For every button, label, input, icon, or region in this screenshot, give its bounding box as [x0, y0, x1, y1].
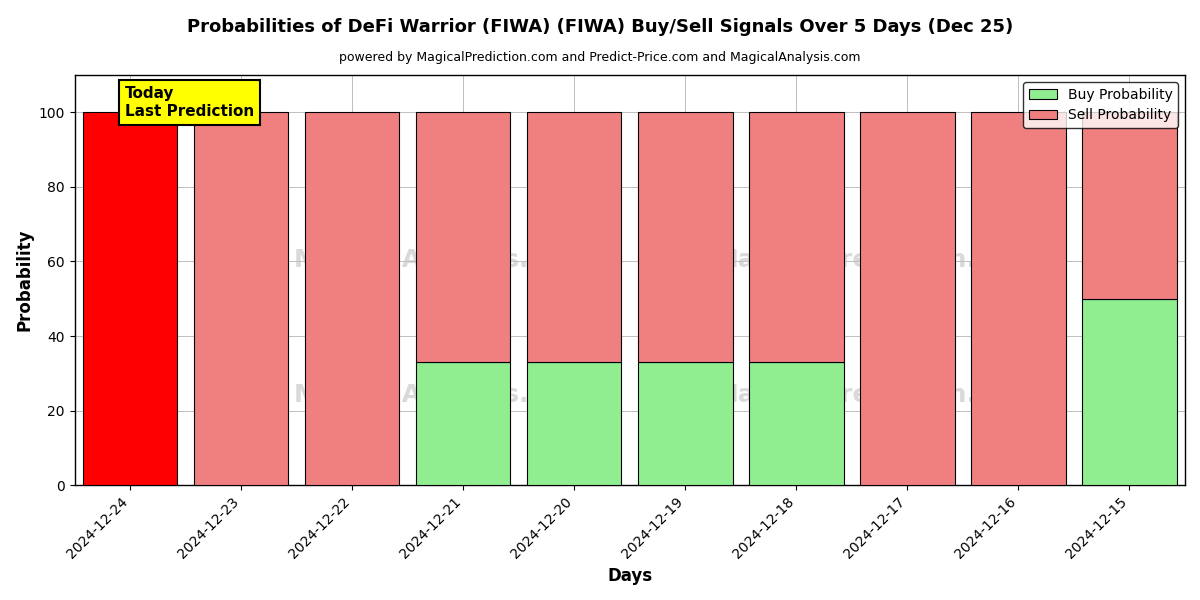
Bar: [1082, 112, 1177, 299]
Text: MagicalPrediction.com: MagicalPrediction.com: [714, 383, 1034, 407]
Text: MagicalPrediction.com: MagicalPrediction.com: [714, 248, 1034, 272]
Legend: Buy Probability, Sell Probability: Buy Probability, Sell Probability: [1024, 82, 1178, 128]
Bar: [860, 112, 955, 485]
Text: powered by MagicalPrediction.com and Predict-Price.com and MagicalAnalysis.com: powered by MagicalPrediction.com and Pre…: [340, 51, 860, 64]
Bar: [1082, 299, 1177, 485]
Bar: [194, 112, 288, 485]
X-axis label: Days: Days: [607, 567, 653, 585]
Bar: [305, 112, 400, 485]
Bar: [83, 112, 178, 485]
Bar: [527, 362, 622, 485]
Bar: [971, 112, 1066, 485]
Bar: [749, 362, 844, 485]
Text: Today
Last Prediction: Today Last Prediction: [125, 86, 254, 119]
Bar: [416, 362, 510, 485]
Bar: [749, 112, 844, 362]
Bar: [638, 362, 732, 485]
Bar: [416, 112, 510, 362]
Bar: [527, 112, 622, 362]
Y-axis label: Probability: Probability: [16, 229, 34, 331]
Text: MagicalAnalysis.com: MagicalAnalysis.com: [294, 383, 588, 407]
Text: MagicalAnalysis.com: MagicalAnalysis.com: [294, 248, 588, 272]
Text: Probabilities of DeFi Warrior (FIWA) (FIWA) Buy/Sell Signals Over 5 Days (Dec 25: Probabilities of DeFi Warrior (FIWA) (FI…: [187, 18, 1013, 36]
Bar: [638, 112, 732, 362]
